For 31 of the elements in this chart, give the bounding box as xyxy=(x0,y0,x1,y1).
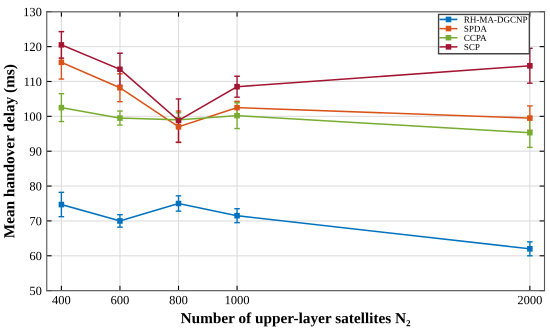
x-tick-label: 400 xyxy=(52,296,70,304)
y-tick-label: 60 xyxy=(30,252,42,260)
y-tick-label: 80 xyxy=(30,182,42,191)
point xyxy=(176,200,182,206)
legend-label: RH-MA-DGCNP xyxy=(464,16,528,23)
y-axis-title: Mean handover delay (ms) xyxy=(4,64,18,238)
y-tick-label: 90 xyxy=(30,147,42,156)
legend-label: CCPA xyxy=(464,34,487,41)
y-tick-label: 50 xyxy=(30,286,42,296)
point xyxy=(527,63,533,69)
y-tick-label: 120 xyxy=(24,42,42,52)
legend-label: SPDA xyxy=(464,26,487,32)
point xyxy=(117,218,123,224)
y-tick-label: 100 xyxy=(24,112,42,121)
x-tick-label: 2000 xyxy=(518,296,542,304)
point xyxy=(234,212,240,218)
x-tick-label: 1000 xyxy=(226,296,250,304)
y-tick-label: 110 xyxy=(24,78,42,86)
point xyxy=(234,84,240,90)
x-axis-title: Number of upper-layer satellites N₂ xyxy=(180,312,410,326)
y-tick-label: 70 xyxy=(30,216,42,226)
point xyxy=(234,104,240,110)
legend-label: SCP xyxy=(464,44,480,50)
point xyxy=(58,104,64,110)
point xyxy=(527,246,533,252)
y-tick-label: 130 xyxy=(24,8,42,16)
point xyxy=(58,60,64,66)
point xyxy=(58,202,64,208)
x-tick-label: 800 xyxy=(170,296,188,304)
x-tick-label: 600 xyxy=(111,296,129,304)
point xyxy=(117,115,123,121)
